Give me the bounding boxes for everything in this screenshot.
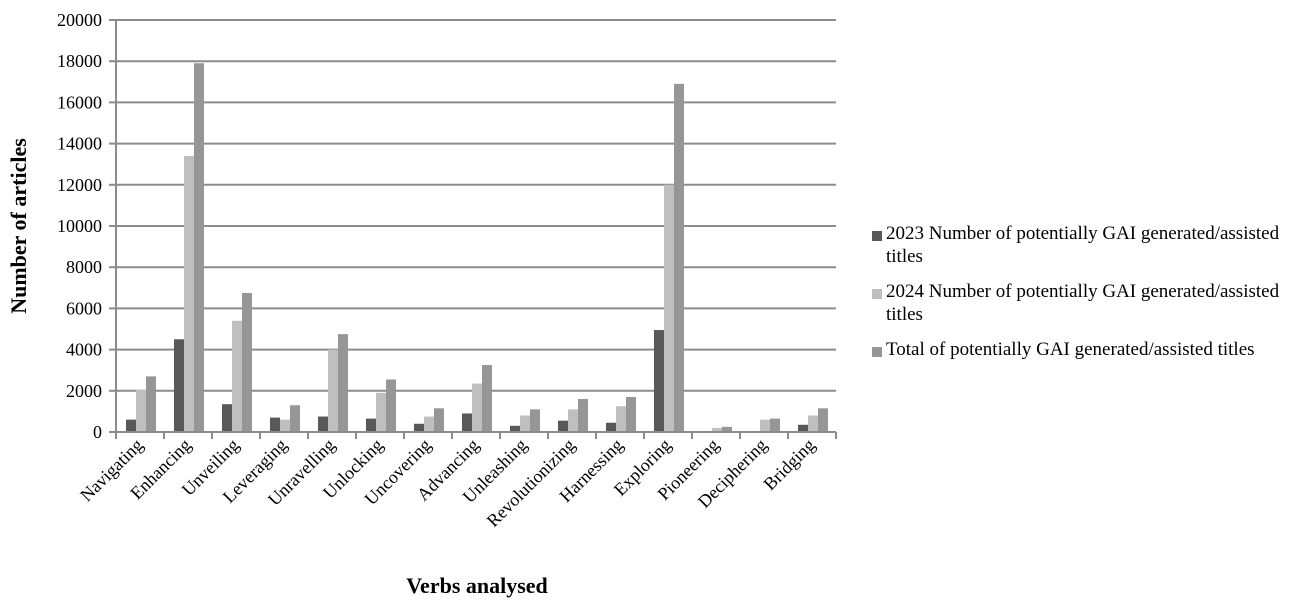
legend-swatch-2023 xyxy=(872,231,882,241)
bar-leveraging-series-1 xyxy=(270,417,280,432)
axes xyxy=(109,19,837,439)
x-axis-title: Verbs analysed xyxy=(406,573,548,598)
bar-pioneering-series-2 xyxy=(712,427,722,432)
legend: 2023 Number of potentially GAI generated… xyxy=(872,222,1292,373)
y-tick-label: 0 xyxy=(93,422,102,442)
bar-navigating-series-2 xyxy=(136,389,146,432)
legend-item-2024: 2024 Number of potentially GAI generated… xyxy=(872,280,1292,326)
gridlines xyxy=(116,19,836,392)
bar-enhancing-series-2 xyxy=(184,155,194,432)
bar-exploring-series-1 xyxy=(654,330,664,432)
bar-unleashing-series-3 xyxy=(530,409,540,432)
bar-uncovering-series-1 xyxy=(414,423,424,432)
y-tick-label: 14000 xyxy=(57,134,102,154)
bar-unlocking-series-1 xyxy=(366,418,376,432)
bar-advancing-series-2 xyxy=(472,383,482,432)
legend-label-2024: 2024 Number of potentially GAI generated… xyxy=(886,281,1280,325)
x-tick-labels: NavigatingEnhancingUnveilingLeveragingUn… xyxy=(76,435,819,531)
bar-unravelling-series-2 xyxy=(328,349,338,432)
bar-unlocking-series-2 xyxy=(376,392,386,432)
x-tick-label-bridging: Bridging xyxy=(759,435,818,494)
bar-navigating-series-1 xyxy=(126,419,136,432)
bar-leveraging-series-3 xyxy=(290,405,300,432)
y-tick-label: 8000 xyxy=(66,257,102,277)
bar-bridging-series-2 xyxy=(808,415,818,432)
bar-harnessing-series-3 xyxy=(626,396,636,432)
y-tick-label: 18000 xyxy=(57,51,102,71)
y-tick-label: 4000 xyxy=(66,340,102,360)
bar-enhancing-series-3 xyxy=(194,63,204,432)
bar-bridging-series-1 xyxy=(798,424,808,432)
bar-leveraging-series-2 xyxy=(280,419,290,432)
bar-unlocking-series-3 xyxy=(386,379,396,432)
bar-uncovering-series-3 xyxy=(434,408,444,432)
bar-harnessing-series-2 xyxy=(616,406,626,432)
y-tick-label: 6000 xyxy=(66,298,102,318)
legend-swatch-2024 xyxy=(872,289,882,299)
bar-revolutionizing-series-3 xyxy=(578,399,588,432)
y-tick-label: 20000 xyxy=(57,10,102,30)
legend-item-total: Total of potentially GAI generated/assis… xyxy=(872,338,1292,361)
bar-revolutionizing-series-1 xyxy=(558,420,568,432)
y-tick-labels: 0 2000 4000 6000 8000 10000 12000 14000 16000 180… xyxy=(57,10,102,442)
bar-pioneering-series-3 xyxy=(722,426,732,432)
y-tick-label: 16000 xyxy=(57,92,102,112)
bar-enhancing-series-1 xyxy=(174,339,184,432)
bars xyxy=(126,63,828,433)
bar-unravelling-series-3 xyxy=(338,334,348,432)
bar-revolutionizing-series-2 xyxy=(568,409,578,432)
bar-unravelling-series-1 xyxy=(318,416,328,432)
y-tick-label: 2000 xyxy=(66,381,102,401)
bar-unveiling-series-2 xyxy=(232,320,242,432)
bar-deciphering-series-2 xyxy=(760,419,770,432)
bar-deciphering-series-3 xyxy=(770,418,780,432)
bar-unveiling-series-3 xyxy=(242,292,252,432)
y-tick-label: 12000 xyxy=(57,175,102,195)
y-axis-title: Number of articles xyxy=(6,138,31,314)
bar-advancing-series-1 xyxy=(462,413,472,432)
legend-label-2023: 2023 Number of potentially GAI generated… xyxy=(886,223,1280,267)
legend-item-2023: 2023 Number of potentially GAI generated… xyxy=(872,222,1292,268)
bar-exploring-series-3 xyxy=(674,83,684,433)
bar-exploring-series-2 xyxy=(664,184,674,432)
bar-bridging-series-3 xyxy=(818,408,828,432)
bar-harnessing-series-1 xyxy=(606,422,616,432)
legend-swatch-total xyxy=(872,347,882,357)
bar-unleashing-series-1 xyxy=(510,425,520,432)
bar-unleashing-series-2 xyxy=(520,415,530,432)
bar-navigating-series-3 xyxy=(146,376,156,432)
legend-label-total: Total of potentially GAI generated/assis… xyxy=(886,339,1255,360)
bar-advancing-series-3 xyxy=(482,365,492,432)
y-tick-label: 10000 xyxy=(57,216,102,236)
bar-uncovering-series-2 xyxy=(424,416,434,432)
bar-unveiling-series-1 xyxy=(222,404,232,432)
bar-chart: 0 2000 4000 6000 8000 10000 12000 14000 16000 180… xyxy=(6,10,837,598)
